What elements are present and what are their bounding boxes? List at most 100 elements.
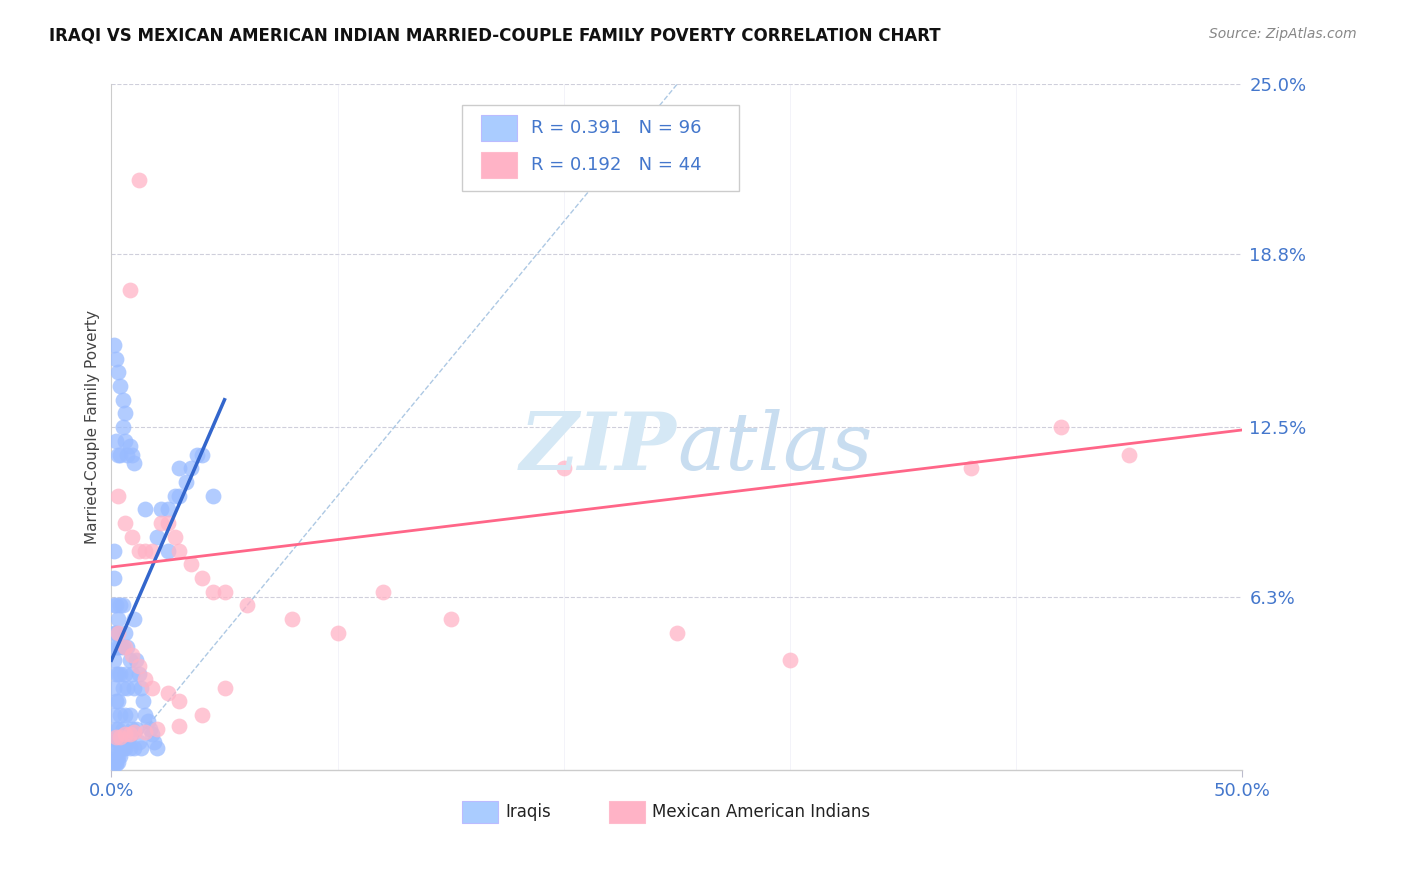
Point (103, 625, 125, 640)
Point (122, 741, 145, 756)
Point (111, 420, 134, 434)
Point (107, 448, 129, 462)
Point (104, 757, 127, 772)
Point (103, 543, 125, 558)
Point (107, 735, 129, 749)
Point (118, 741, 141, 756)
Point (141, 543, 163, 558)
Point (114, 516, 136, 530)
Point (107, 755, 129, 769)
Point (134, 502, 156, 516)
Text: Iraqis: Iraqis (505, 803, 551, 821)
Point (107, 612, 129, 626)
Y-axis label: Married-Couple Family Poverty: Married-Couple Family Poverty (86, 310, 100, 544)
Point (128, 658, 150, 673)
Point (104, 599, 127, 613)
Point (110, 735, 132, 749)
Point (104, 640, 127, 654)
Point (145, 722, 167, 736)
Point (110, 599, 132, 613)
Point (121, 648, 143, 662)
Point (129, 741, 152, 756)
Point (111, 681, 134, 695)
Point (107, 640, 129, 654)
Point (103, 599, 125, 613)
Point (114, 640, 136, 654)
Point (156, 516, 179, 530)
Point (104, 434, 127, 448)
Point (122, 724, 145, 739)
Point (103, 571, 125, 585)
Point (214, 681, 236, 695)
Point (960, 461, 983, 475)
Point (191, 448, 214, 462)
Point (156, 543, 179, 558)
Point (281, 612, 304, 626)
Point (1050, 420, 1073, 434)
Point (104, 667, 127, 681)
Point (665, 625, 688, 640)
FancyBboxPatch shape (609, 801, 645, 823)
Point (111, 599, 134, 613)
Point (103, 653, 125, 667)
Point (110, 640, 132, 654)
Point (169, 719, 191, 733)
Point (145, 741, 167, 756)
FancyBboxPatch shape (481, 152, 517, 178)
Point (111, 722, 134, 736)
Point (122, 681, 145, 695)
Point (110, 708, 132, 723)
Point (163, 530, 186, 544)
Point (180, 558, 202, 572)
Point (114, 434, 136, 448)
Point (326, 625, 349, 640)
Point (169, 461, 191, 475)
Point (191, 708, 214, 723)
Point (129, 681, 152, 695)
Point (125, 722, 148, 736)
Point (169, 489, 191, 503)
Point (118, 439, 141, 453)
Point (118, 708, 141, 723)
Point (141, 727, 163, 741)
Text: Mexican American Indians: Mexican American Indians (652, 803, 870, 821)
Point (180, 461, 202, 475)
Point (128, 173, 150, 187)
Point (110, 448, 132, 462)
Text: IRAQI VS MEXICAN AMERICAN INDIAN MARRIED-COUPLE FAMILY POVERTY CORRELATION CHART: IRAQI VS MEXICAN AMERICAN INDIAN MARRIED… (49, 27, 941, 45)
Point (121, 448, 143, 462)
Point (150, 502, 173, 516)
Point (118, 653, 141, 667)
Point (107, 667, 129, 681)
Point (114, 727, 136, 741)
Point (114, 741, 136, 756)
Point (114, 407, 136, 421)
Point (1118, 448, 1140, 462)
Point (118, 727, 141, 741)
Point (107, 489, 129, 503)
Point (117, 735, 139, 749)
Point (145, 530, 167, 544)
Point (150, 516, 173, 530)
Point (114, 667, 136, 681)
Point (117, 640, 139, 654)
Point (104, 735, 127, 749)
Point (139, 722, 162, 736)
Point (132, 694, 155, 708)
Point (107, 365, 129, 379)
Point (128, 735, 150, 749)
Point (107, 749, 129, 764)
Point (104, 730, 127, 744)
Point (103, 735, 125, 749)
Point (122, 456, 145, 470)
Point (371, 584, 394, 599)
Point (122, 612, 145, 626)
Point (104, 755, 127, 769)
Point (169, 694, 191, 708)
Point (125, 653, 148, 667)
Point (103, 338, 125, 352)
Point (111, 392, 134, 407)
Point (111, 640, 134, 654)
Point (128, 667, 150, 681)
Point (191, 571, 214, 585)
